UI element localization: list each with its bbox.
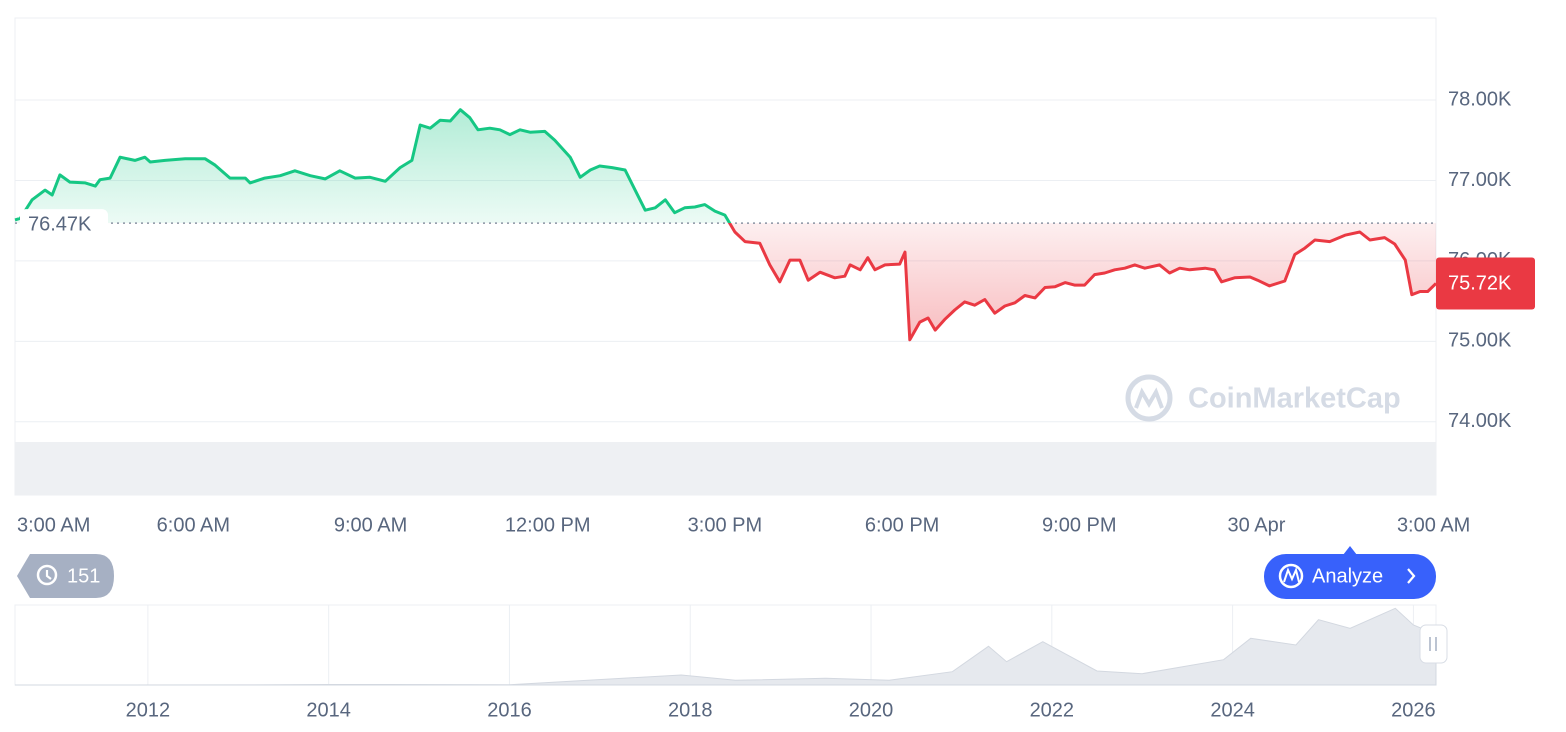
last-price-tag <box>1436 257 1535 310</box>
analyze-button[interactable]: Analyze <box>1264 546 1436 599</box>
x-tick-label: 30 Apr <box>1228 514 1286 536</box>
nav-area <box>14 607 1437 686</box>
x-tick-label: 3:00 PM <box>688 514 762 536</box>
price-line <box>14 108 1438 342</box>
x-tick-label: 3:00 AM <box>17 514 90 536</box>
x-tick-label: 12:00 PM <box>505 514 591 536</box>
x-tick-label: 6:00 AM <box>157 514 230 536</box>
history-badge[interactable]: 151 <box>17 554 114 598</box>
nav-tick-label: 2016 <box>487 699 532 721</box>
x-tick-label: 9:00 PM <box>1042 514 1116 536</box>
y-tick-label: 74.00K <box>1448 410 1512 432</box>
history-count: 151 <box>67 565 100 587</box>
area-fill <box>15 109 1436 340</box>
reference-label: 76.47K <box>28 213 92 235</box>
nav-tick-label: 2012 <box>126 699 171 721</box>
y-tick-label: 77.00K <box>1448 169 1512 191</box>
analyze-label: Analyze <box>1312 565 1383 587</box>
navigator-handle[interactable] <box>1419 624 1448 664</box>
nav-tick-label: 2014 <box>306 699 351 721</box>
nav-tick-label: 2020 <box>849 699 894 721</box>
y-tick-label: 75.00K <box>1448 330 1512 352</box>
nav-tick-label: 2024 <box>1210 699 1255 721</box>
nav-tick-label: 2026 <box>1391 699 1436 721</box>
y-tick-label: 78.00K <box>1448 88 1512 110</box>
watermark: CoinMarketCap <box>1125 374 1401 422</box>
watermark-text: CoinMarketCap <box>1188 383 1401 415</box>
x-tick-label: 6:00 PM <box>865 514 939 536</box>
x-tick-label: 9:00 AM <box>334 514 407 536</box>
volume-area <box>15 442 1436 495</box>
nav-tick-label: 2022 <box>1030 699 1075 721</box>
x-tick-label: 3:00 AM <box>1397 514 1470 536</box>
nav-tick-label: 2018 <box>668 699 713 721</box>
reference-label-bg <box>20 209 108 240</box>
last-price-label: 75.72K <box>1448 273 1512 295</box>
